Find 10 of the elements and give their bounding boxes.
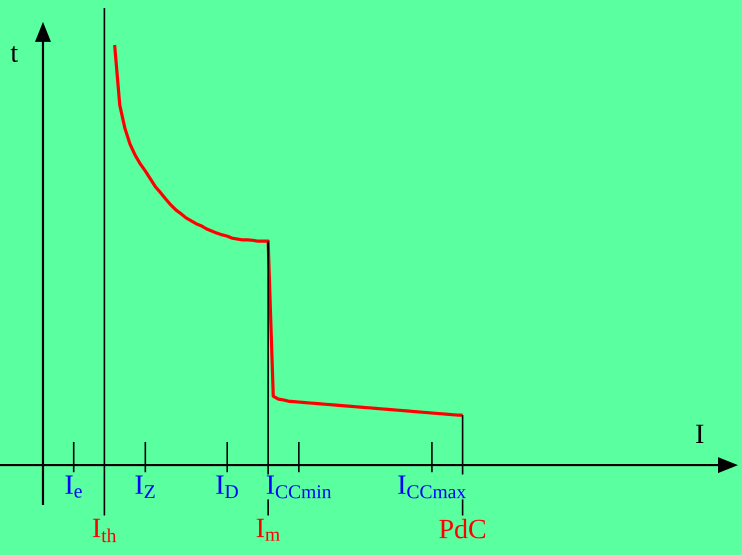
y-axis-title: t — [10, 46, 18, 62]
x-tick-label: I$_{CCmin}$ — [266, 476, 332, 498]
x-tick-label: I$_{m}$ — [256, 518, 280, 541]
x-tick-label: PdC — [439, 518, 486, 538]
x-tick-label: I$_{e}$ — [65, 476, 82, 498]
text: I — [696, 424, 704, 443]
x-tick-label: I$_{Z}$ — [135, 476, 155, 498]
x-tick-label: I$_{th}$ — [92, 518, 116, 542]
x-tick-label: I$_{CCmax}$ — [398, 476, 466, 498]
x-tick-label: I$_{D}$ — [216, 476, 238, 498]
